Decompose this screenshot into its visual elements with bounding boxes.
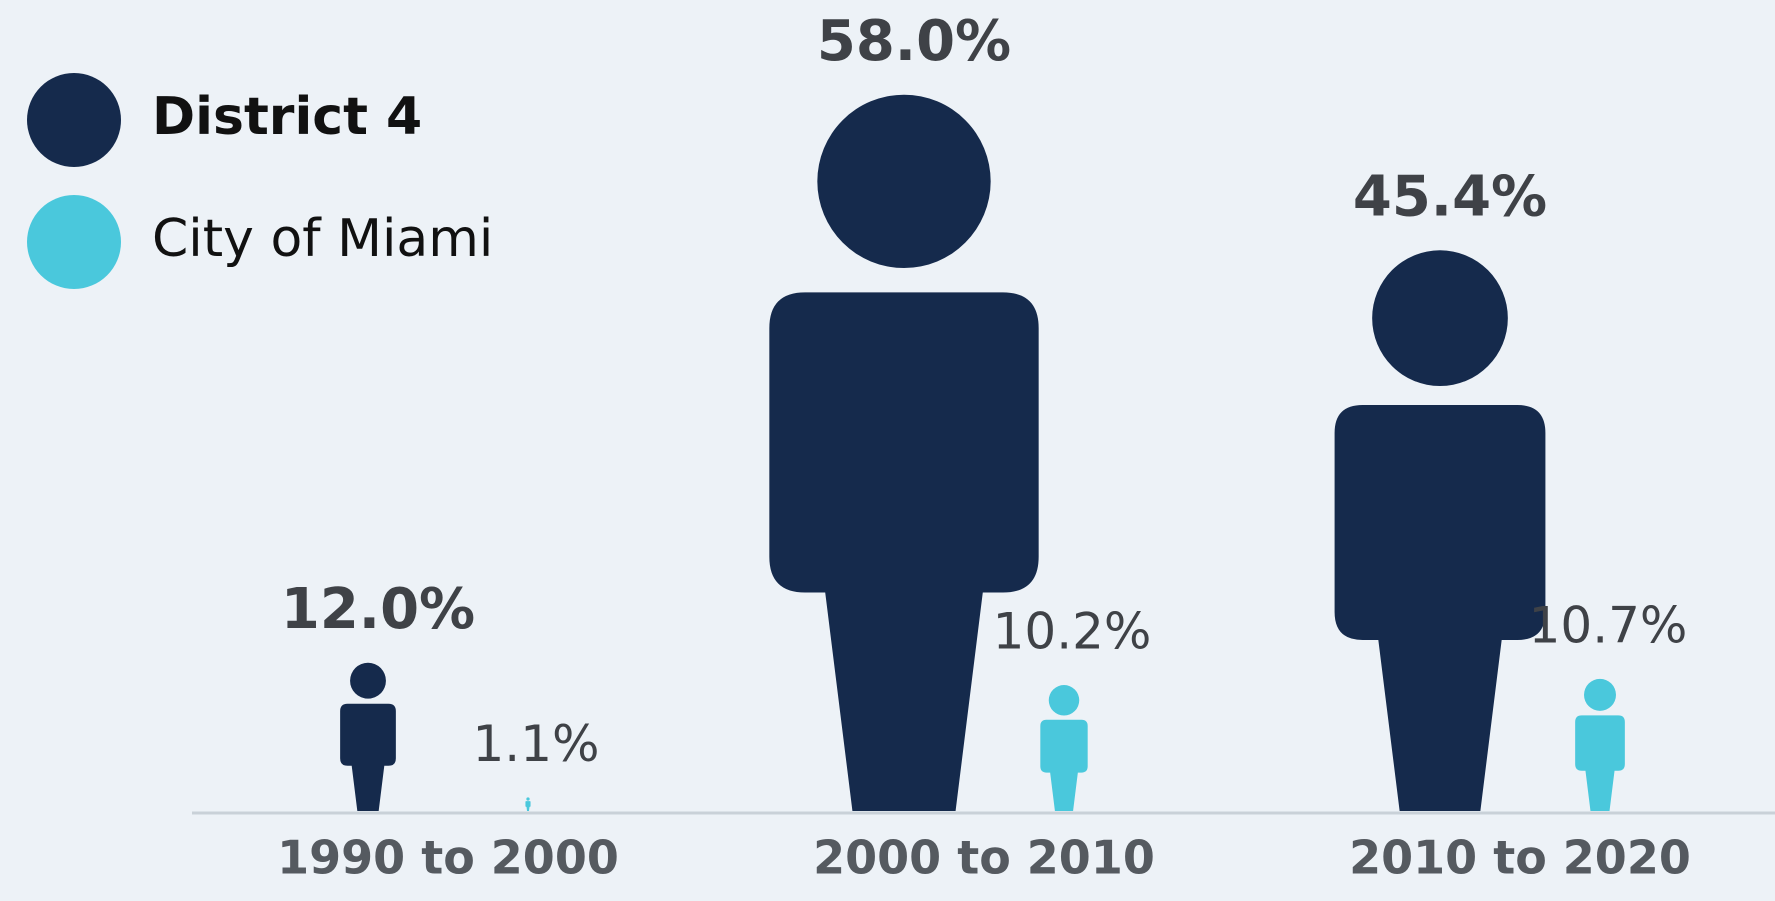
person-icon: [340, 662, 396, 811]
legend-label: City of Miami: [152, 209, 493, 269]
x-tick-label: 2010 to 2020: [1349, 831, 1691, 885]
person-icon: [769, 94, 1039, 812]
person-icon: [525, 797, 531, 811]
legend-swatch: [27, 73, 121, 167]
x-tick-label: 2000 to 2010: [813, 831, 1155, 885]
person-icon: [1575, 678, 1625, 811]
value-label: 58.0%: [817, 9, 1011, 74]
value-label: 10.7%: [1529, 596, 1688, 654]
legend-swatch: [27, 195, 121, 289]
value-label: 10.2%: [993, 603, 1152, 661]
value-label: 1.1%: [472, 715, 599, 773]
value-label: 45.4%: [1353, 164, 1547, 229]
x-tick-label: 1990 to 2000: [277, 831, 619, 885]
legend-label: District 4: [152, 87, 422, 147]
person-icon: [1040, 685, 1088, 811]
person-icon: [1334, 250, 1546, 811]
value-label: 12.0%: [281, 577, 475, 642]
